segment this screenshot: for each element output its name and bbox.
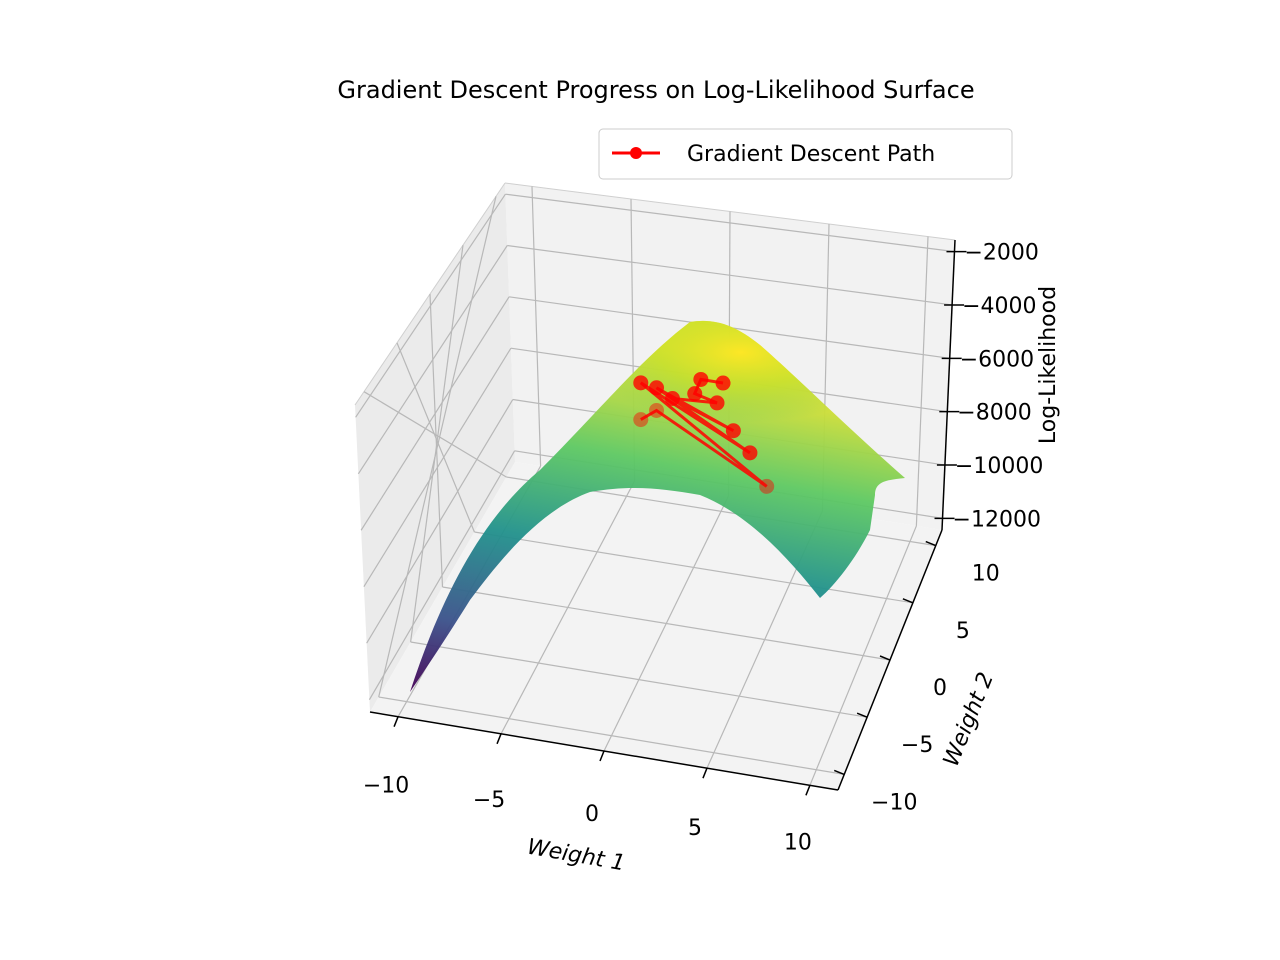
y-tick-label: 5: [956, 619, 970, 644]
x-tick-mark: [599, 750, 605, 762]
left-pane: [355, 183, 515, 712]
x-tick-mark: [702, 767, 708, 779]
gd-path-point: [664, 391, 680, 406]
z-tick-label: −8000: [957, 401, 1031, 426]
floor-grid-line-w2: [474, 531, 913, 604]
gd-path-point: [687, 386, 703, 402]
z-tick-label: −2000: [964, 241, 1038, 266]
left-grid-line-horizontal: [363, 347, 512, 588]
legend: Gradient Descent Path: [598, 128, 1013, 180]
x-tick-label: −10: [363, 774, 409, 799]
left-grid-line-horizontal: [357, 245, 508, 475]
y-tick-label: −10: [871, 790, 917, 815]
gd-path-point: [693, 371, 709, 387]
x-tick-label: −5: [473, 788, 505, 813]
gradient-descent-path: [633, 371, 775, 494]
left-grid-line-vertical: [396, 342, 475, 533]
x-axis-label: Weight 1: [525, 835, 627, 877]
legend-entry-label: Gradient Descent Path: [687, 142, 935, 167]
x-tick-label: 5: [688, 816, 702, 841]
y-tick-mark: [833, 769, 845, 776]
left-grid-line-vertical: [378, 196, 497, 698]
left-grid-line-horizontal: [360, 296, 510, 531]
x-axis-ticks: −10 −5 0 5 10: [363, 716, 812, 855]
legend-box: [598, 128, 1013, 180]
left-grid-line-vertical: [429, 293, 444, 588]
z-axis-ticks: −12000 −10000 −8000 −6000 −4000 −2000: [934, 241, 1043, 532]
y-tick-mark: [925, 540, 937, 547]
z-tick-label: −10000: [955, 454, 1043, 479]
gd-path-point: [649, 380, 665, 396]
gd-path-point: [633, 375, 649, 391]
gd-path-point: [742, 445, 758, 461]
x-tick-label: 0: [585, 802, 599, 827]
gd-path-point: [649, 402, 665, 418]
back-grid-line-vertical: [531, 186, 542, 467]
y-axis-label: Weight 2: [939, 669, 999, 770]
gd-path-point: [709, 395, 725, 411]
floor-grid-line-w1: [809, 525, 917, 786]
y-tick-label: −5: [901, 733, 933, 758]
left-grid-line-horizontal: [355, 193, 506, 418]
gd-path-point: [715, 375, 731, 391]
left-grid-line-vertical: [363, 391, 507, 478]
x-tick-mark: [393, 716, 399, 727]
y-axis-ticks: −10 −5 0 5 10: [833, 540, 1000, 815]
left-grid-line-horizontal: [366, 399, 514, 644]
y-tick-mark: [879, 655, 891, 661]
left-grid-line-horizontal: [368, 450, 516, 701]
back-grid-line-horizontal: [505, 193, 955, 253]
back-grid-line-vertical: [915, 236, 929, 526]
back-grid-line-horizontal: [507, 244, 953, 306]
x-tick-mark: [496, 733, 502, 745]
x-tick-mark: [805, 785, 811, 796]
x-tick-label: 10: [784, 830, 812, 855]
chart-title: Gradient Descent Progress on Log-Likelih…: [337, 76, 974, 104]
gd-path-point: [633, 412, 649, 428]
gd-path-point: [725, 423, 741, 439]
z-tick-label: −12000: [953, 507, 1041, 532]
z-tick-label: −4000: [962, 294, 1036, 319]
y-tick-mark: [856, 712, 868, 718]
gd-path-point: [759, 478, 775, 494]
y-tick-mark: [902, 598, 914, 604]
floor-grid-line-w2: [442, 586, 891, 661]
y-tick-label: 10: [972, 562, 1000, 587]
z-axis-label: Log-Likelihood: [1036, 286, 1061, 444]
z-axis-line: [941, 239, 956, 531]
legend-marker-swatch: [630, 147, 642, 159]
z-tick-label: −6000: [960, 347, 1034, 372]
y-tick-label: 0: [933, 676, 947, 701]
